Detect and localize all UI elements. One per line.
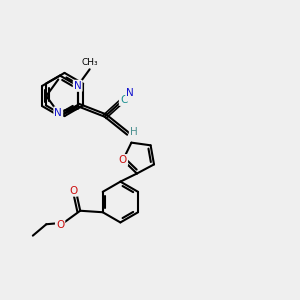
Text: O: O	[56, 220, 64, 230]
Text: O: O	[69, 186, 77, 196]
Text: CH₃: CH₃	[81, 58, 98, 67]
Text: H: H	[130, 127, 138, 137]
Text: C: C	[120, 95, 127, 105]
Text: O: O	[119, 155, 127, 165]
Text: N: N	[74, 81, 82, 91]
Text: N: N	[126, 88, 134, 98]
Text: N: N	[54, 107, 62, 118]
